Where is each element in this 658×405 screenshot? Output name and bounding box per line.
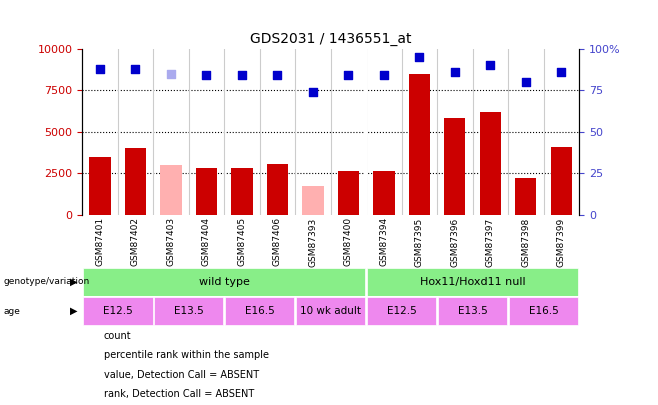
- Text: GSM87403: GSM87403: [166, 217, 176, 266]
- Text: GSM87397: GSM87397: [486, 217, 495, 266]
- Point: [95, 65, 105, 72]
- Text: GSM87404: GSM87404: [202, 217, 211, 266]
- Text: GSM87393: GSM87393: [309, 217, 317, 266]
- Bar: [367, 268, 578, 296]
- Point: [201, 72, 212, 79]
- Text: rank, Detection Call = ABSENT: rank, Detection Call = ABSENT: [104, 389, 254, 399]
- Text: wild type: wild type: [199, 277, 249, 287]
- Point: [308, 89, 318, 95]
- Text: GSM87401: GSM87401: [95, 217, 105, 266]
- Text: ▶: ▶: [70, 306, 78, 316]
- Text: ▶: ▶: [70, 277, 78, 287]
- Bar: [409, 74, 430, 215]
- Text: E16.5: E16.5: [245, 306, 274, 316]
- Text: E12.5: E12.5: [103, 306, 133, 316]
- Text: GSM87405: GSM87405: [238, 217, 247, 266]
- Point: [449, 68, 460, 75]
- Bar: [266, 164, 288, 215]
- Text: GSM87406: GSM87406: [273, 217, 282, 266]
- Point: [343, 72, 353, 79]
- Point: [520, 79, 531, 85]
- Point: [378, 72, 389, 79]
- Bar: [438, 297, 507, 325]
- Bar: [89, 157, 111, 215]
- Text: genotype/variation: genotype/variation: [3, 277, 89, 286]
- Text: value, Detection Call = ABSENT: value, Detection Call = ABSENT: [104, 370, 259, 379]
- Point: [272, 72, 283, 79]
- Bar: [196, 168, 217, 215]
- Text: GSM87395: GSM87395: [415, 217, 424, 266]
- Bar: [161, 165, 182, 215]
- Text: GSM87400: GSM87400: [344, 217, 353, 266]
- Bar: [444, 118, 465, 215]
- Text: E13.5: E13.5: [458, 306, 488, 316]
- Text: count: count: [104, 331, 132, 341]
- Text: E13.5: E13.5: [174, 306, 203, 316]
- Bar: [125, 148, 146, 215]
- Bar: [515, 178, 536, 215]
- Bar: [338, 171, 359, 215]
- Point: [556, 68, 567, 75]
- Bar: [225, 297, 294, 325]
- Bar: [509, 297, 578, 325]
- Bar: [232, 168, 253, 215]
- Text: E16.5: E16.5: [528, 306, 559, 316]
- Bar: [480, 112, 501, 215]
- Bar: [83, 268, 365, 296]
- Text: percentile rank within the sample: percentile rank within the sample: [104, 350, 269, 360]
- Bar: [367, 297, 436, 325]
- Text: GSM87396: GSM87396: [450, 217, 459, 266]
- Bar: [551, 147, 572, 215]
- Text: Hox11/Hoxd11 null: Hox11/Hoxd11 null: [420, 277, 525, 287]
- Text: GSM87399: GSM87399: [557, 217, 566, 266]
- Text: GSM87402: GSM87402: [131, 217, 140, 266]
- Text: 10 wk adult: 10 wk adult: [300, 306, 361, 316]
- Title: GDS2031 / 1436551_at: GDS2031 / 1436551_at: [250, 32, 411, 46]
- Bar: [373, 171, 395, 215]
- Text: GSM87398: GSM87398: [521, 217, 530, 266]
- Bar: [83, 297, 153, 325]
- Text: GSM87394: GSM87394: [380, 217, 388, 266]
- Bar: [302, 186, 324, 215]
- Text: E12.5: E12.5: [387, 306, 417, 316]
- Point: [237, 72, 247, 79]
- Bar: [296, 297, 365, 325]
- Point: [130, 65, 141, 72]
- Point: [414, 54, 424, 60]
- Bar: [154, 297, 224, 325]
- Text: age: age: [3, 307, 20, 315]
- Point: [485, 62, 495, 68]
- Point: [166, 70, 176, 77]
